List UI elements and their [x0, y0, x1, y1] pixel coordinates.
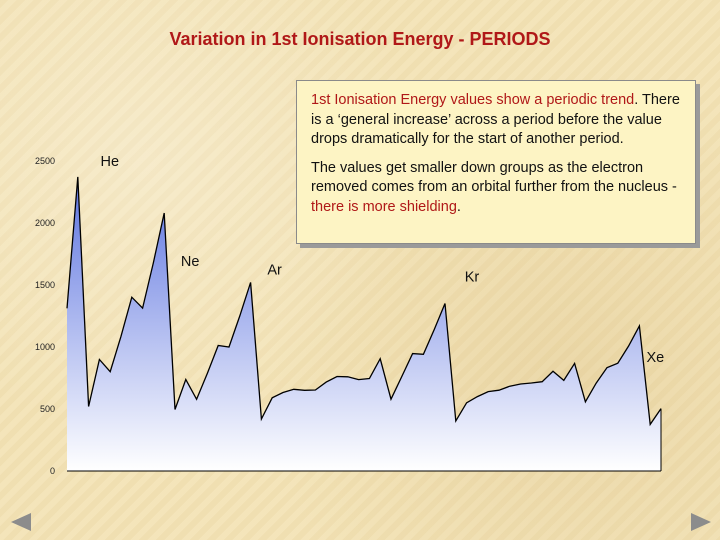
triangle-left-icon[interactable]: [11, 513, 31, 531]
periodic-trend-text: 1st Ionisation Energy values show a peri…: [311, 92, 635, 108]
groups-description-text: The values get smaller down groups as th…: [311, 159, 677, 196]
y-tick-label: 0: [50, 466, 55, 476]
groups-end-text: .: [456, 198, 461, 215]
annotation-ar: Ar: [267, 262, 282, 278]
trend-description-text: . There is a ‘general increase’ across a…: [311, 92, 680, 147]
y-tick-label: 2000: [35, 218, 55, 228]
slide-title: Variation in 1st Ionisation Energy - PER…: [169, 29, 551, 49]
annotation-ne: Ne: [181, 254, 200, 270]
info-paragraph-groups: The values get smaller down groups as th…: [311, 159, 681, 218]
y-tick-label: 2500: [35, 156, 55, 166]
series-line: [66, 176, 662, 427]
series-area: [67, 176, 661, 471]
y-tick-label: 1000: [35, 342, 55, 352]
info-box: 1st Ionisation Energy values show a peri…: [296, 80, 696, 244]
shielding-text: there is more shielding: [311, 198, 457, 215]
annotation-he: He: [101, 154, 120, 170]
triangle-right-icon[interactable]: [691, 513, 711, 531]
y-tick-label: 500: [40, 404, 55, 414]
y-tick-label: 1500: [35, 280, 55, 290]
annotation-kr: Kr: [465, 270, 480, 286]
annotation-xe: Xe: [647, 350, 665, 366]
info-paragraph-trend: 1st Ionisation Energy values show a peri…: [311, 91, 681, 150]
